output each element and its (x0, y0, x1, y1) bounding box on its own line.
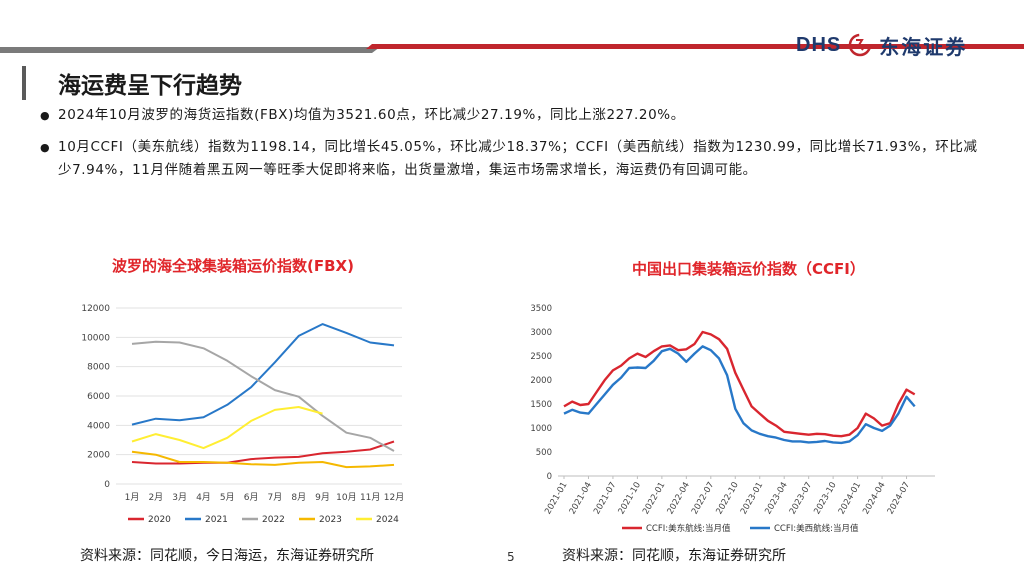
source-note-right: 资料来源：同花顺，东海证券研究所 (562, 548, 786, 564)
bullet-item: ● 10月CCFI（美东航线）指数为1198.14，同比增长45.05%，环比减少… (38, 136, 988, 182)
legend-label: 2020 (148, 515, 171, 525)
x-tick-label: 5月 (220, 492, 235, 503)
bullet-icon: ● (40, 109, 51, 122)
x-tick-label: 2022-04 (666, 481, 692, 517)
fbx-chart-title: 波罗的海全球集装箱运价指数(FBX) (112, 257, 354, 275)
x-tick-label: 2月 (148, 492, 163, 503)
y-tick-label: 500 (536, 448, 552, 458)
title-marker (22, 66, 26, 100)
y-tick-label: 3000 (530, 328, 552, 338)
bullet-list: ● 2024年10月波罗的海货运指数(FBX)均值为3521.60点，环比减少27… (38, 104, 988, 191)
legend-label: 2022 (262, 515, 285, 525)
x-tick-label: 1月 (125, 492, 140, 503)
x-tick-label: 2021-04 (568, 481, 594, 517)
x-tick-label: 2024-07 (886, 481, 912, 517)
y-tick-label: 2000 (87, 451, 110, 461)
y-tick-label: 2000 (530, 376, 552, 386)
x-tick-label: 4月 (196, 492, 211, 503)
legend-label: 2023 (319, 515, 342, 525)
source-note-left: 资料来源：同花顺，今日海运，东海证券研究所 (80, 548, 374, 564)
x-tick-label: 7月 (268, 492, 283, 503)
logo-cn-text: 东海证券 (879, 34, 968, 59)
x-tick-label: 2023-01 (739, 481, 765, 517)
x-tick-label: 9月 (315, 492, 330, 503)
x-tick-label: 11月 (360, 492, 380, 503)
y-tick-label: 8000 (87, 363, 110, 373)
x-tick-label: 2022-07 (690, 481, 716, 517)
y-tick-label: 3500 (530, 304, 552, 314)
x-tick-label: 2023-10 (812, 481, 838, 517)
y-tick-label: 0 (547, 472, 552, 482)
y-tick-label: 4000 (87, 421, 110, 431)
series-line-2021 (131, 323, 395, 426)
y-tick-label: 10000 (81, 333, 110, 343)
page-number: 5 (507, 550, 515, 564)
logo-latin-text: DHS (796, 33, 842, 56)
bullet-item: ● 2024年10月波罗的海货运指数(FBX)均值为3521.60点，环比减少27… (38, 104, 988, 127)
x-tick-label: 2023-07 (788, 481, 814, 517)
fbx-chart: 0 2000 4000 6000 8000 10000 12000 1月 2月 3月 4月 5月 6月 7… (81, 304, 404, 525)
x-tick-label: 2023-04 (763, 481, 789, 517)
bullet-icon: ● (40, 141, 51, 154)
series-line-2022 (131, 340, 395, 452)
x-tick-label: 2022-10 (714, 481, 740, 517)
x-tick-label: 2021-01 (543, 481, 569, 517)
x-tick-label: 2021-10 (617, 481, 643, 517)
bullet-text: 2024年10月波罗的海货运指数(FBX)均值为3521.60点，环比减少27.… (58, 107, 685, 123)
x-tick-label: 3月 (172, 492, 187, 503)
series-line-us-west (563, 345, 916, 445)
company-logo: DHS 东海证券 (796, 28, 967, 62)
y-tick-label: 2500 (530, 352, 552, 362)
y-tick-label: 1500 (530, 400, 552, 410)
page-title: 海运费呈下行趋势 (58, 72, 242, 99)
legend-label: CCFI:美东航线:当月值 (646, 523, 731, 534)
y-tick-label: 12000 (81, 304, 110, 314)
ccfi-chart: 05001000150020002500300035002021-012021-… (530, 304, 935, 534)
bullet-text: 10月CCFI（美东航线）指数为1198.14，同比增长45.05%，环比减少1… (58, 139, 978, 178)
x-tick-label: 2024-01 (837, 481, 863, 517)
series-line-us-east (563, 330, 916, 438)
x-tick-label: 12月 (384, 492, 404, 503)
x-tick-label: 2021-07 (592, 481, 618, 517)
legend-label: 2024 (376, 515, 399, 525)
legend-label: 2021 (205, 515, 228, 525)
x-tick-label: 2024-04 (861, 481, 887, 517)
y-tick-label: 6000 (87, 392, 110, 402)
series-line-2024 (131, 406, 323, 450)
x-tick-label: 10月 (336, 492, 356, 503)
y-tick-label: 1000 (530, 424, 552, 434)
series-line-2020 (131, 440, 395, 465)
legend-label: CCFI:美西航线:当月值 (774, 523, 859, 534)
ccfi-chart-title: 中国出口集装箱运价指数（CCFI） (632, 260, 865, 278)
x-tick-label: 6月 (244, 492, 259, 503)
x-tick-label: 8月 (291, 492, 306, 503)
y-tick-label: 0 (104, 480, 110, 490)
series-line-2023 (131, 450, 395, 469)
x-tick-label: 2022-01 (641, 481, 667, 517)
dragon-icon (848, 33, 872, 57)
